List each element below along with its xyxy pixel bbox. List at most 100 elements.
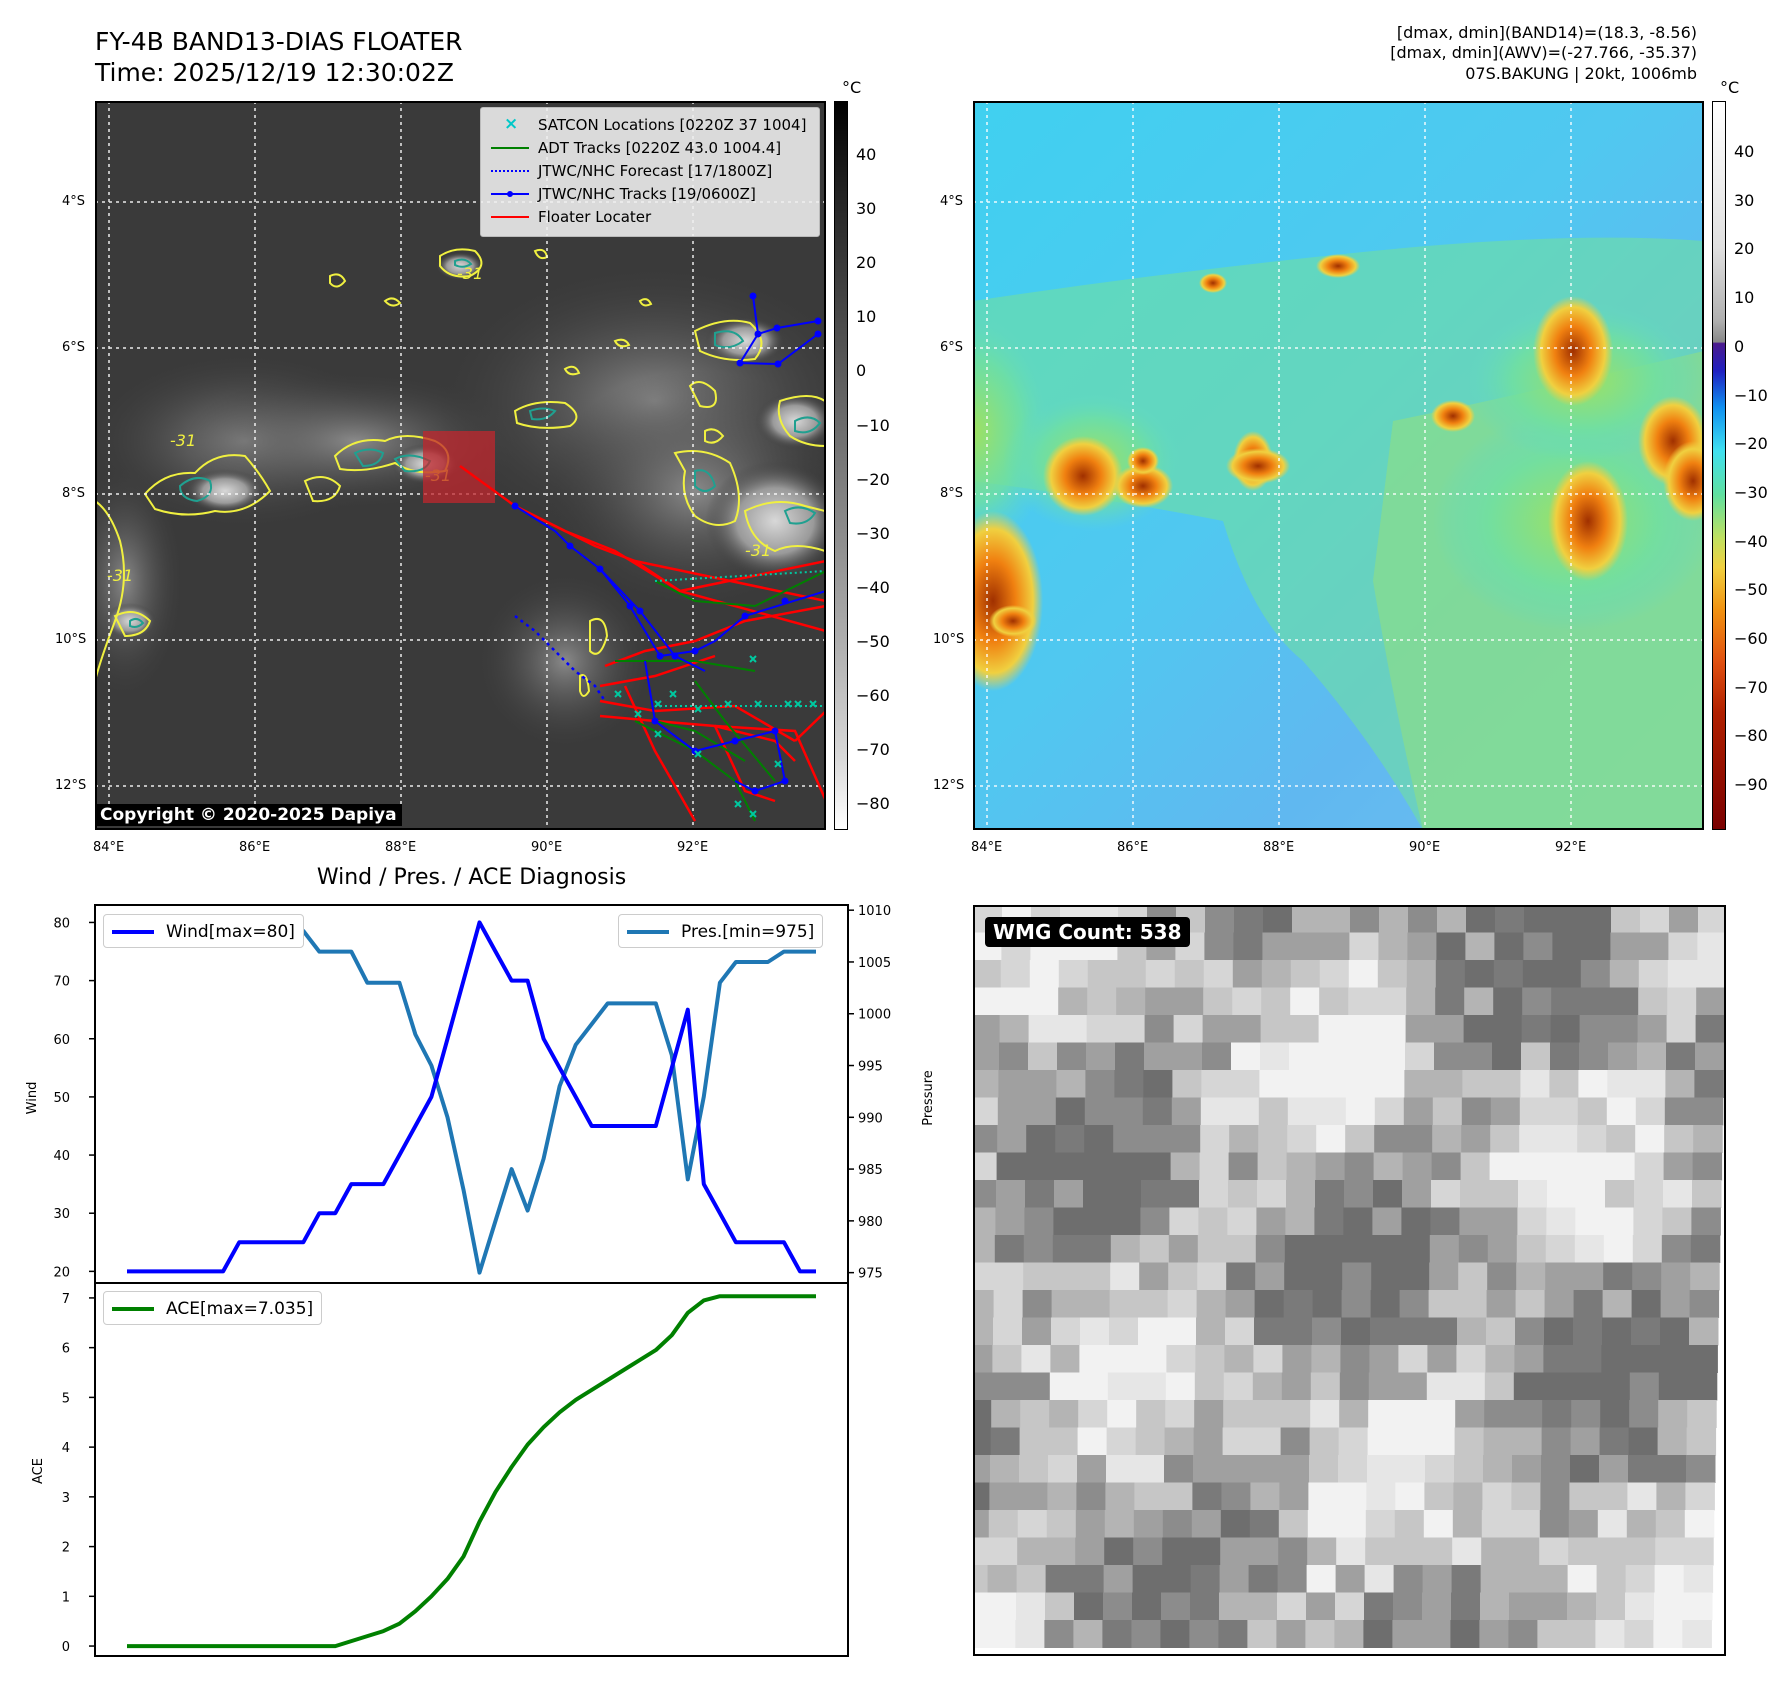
- wmg-cell: [973, 960, 1002, 988]
- wmg-cell: [1517, 1207, 1547, 1236]
- wmg-cell: [1112, 1152, 1143, 1181]
- wmg-cell: [1139, 1235, 1170, 1263]
- wmg-cell: [1052, 1262, 1082, 1291]
- colorbar-tick-label: −30: [1734, 482, 1768, 502]
- wmg-cell: [973, 1042, 1000, 1071]
- wmg-cell: [1423, 1510, 1454, 1538]
- wmg-cell: [1484, 1372, 1515, 1401]
- wmg-cell: [1574, 1262, 1604, 1291]
- contour-label: -31: [745, 541, 771, 560]
- wmg-cell: [1145, 960, 1176, 988]
- ace-line: [127, 1294, 816, 1649]
- wmg-cell: [1231, 1042, 1261, 1071]
- wmg-cell: [1339, 1400, 1369, 1428]
- wmg-cell: [1608, 1015, 1639, 1043]
- wmg-cell: [1485, 1345, 1515, 1373]
- wmg-cell: [1047, 1482, 1077, 1511]
- wmg-cell: [1553, 905, 1583, 933]
- wmg-cell: [1259, 1070, 1289, 1098]
- wmg-cell: [1056, 1070, 1086, 1098]
- wind-axis-label: Wind: [25, 1082, 40, 1115]
- wmg-cell: [1542, 1372, 1573, 1401]
- wmg-cell: [1200, 1125, 1230, 1153]
- wmg-cell: [1398, 1345, 1428, 1373]
- wind-legend: Wind[max=80]: [103, 914, 304, 948]
- wmg-cell: [1523, 932, 1553, 961]
- wmg-cell: [973, 1262, 995, 1291]
- wmg-cell: [1654, 1592, 1684, 1621]
- wmg-cell: [1490, 1125, 1520, 1153]
- lat-tick-label: 8°S: [62, 486, 86, 501]
- diagnosis-title: Wind / Pres. / ACE Diagnosis: [316, 865, 627, 890]
- wmg-cell: [1018, 1482, 1048, 1511]
- wmg-cell: [1017, 1510, 1048, 1538]
- lat-tick-label: 4°S: [940, 194, 964, 209]
- wmg-cell: [1132, 1565, 1163, 1593]
- wmg-cell: [1348, 987, 1378, 1016]
- wmg-cell: [1566, 1620, 1596, 1648]
- wmg-cell: [1260, 1042, 1290, 1071]
- wmg-cell: [1145, 987, 1175, 1016]
- wmg-cell: [1664, 1097, 1695, 1126]
- wmg-cell: [1337, 1482, 1367, 1511]
- wmg-cell: [1140, 1207, 1170, 1236]
- colorbar-tick-label: 10: [1734, 288, 1755, 308]
- wmg-cell: [1103, 1592, 1133, 1621]
- wmg-cell: [1257, 1180, 1287, 1208]
- wmg-cell: [1452, 1537, 1482, 1566]
- wmg-cell: [1028, 1042, 1058, 1071]
- wmg-count-badge: WMG Count: 538: [985, 917, 1190, 947]
- wmg-cell: [1255, 1235, 1286, 1263]
- wmg-cell: [1371, 1262, 1401, 1291]
- wmg-cell: [1425, 1427, 1456, 1456]
- wmg-cell: [1078, 1372, 1109, 1401]
- wmg-cell: [1113, 1097, 1144, 1126]
- wmg-cell: [1571, 1400, 1601, 1428]
- wmg-cell: [1219, 1565, 1250, 1593]
- wmg-cell: [1052, 1235, 1083, 1263]
- y-tick-label: 1: [62, 1590, 70, 1605]
- wmg-cell: [1401, 1207, 1431, 1236]
- wmg-cell: [1379, 905, 1409, 933]
- wmg-cell: [1339, 1372, 1370, 1401]
- lat-tick-label: 4°S: [62, 194, 86, 209]
- wmg-cell: [1255, 1262, 1285, 1291]
- wmg-cell: [1168, 1262, 1198, 1291]
- wmg-cell: [1167, 1317, 1197, 1346]
- wmg-cell: [1198, 1207, 1228, 1236]
- wmg-cell: [1226, 1262, 1256, 1291]
- wmg-cell: [1682, 1620, 1712, 1648]
- wmg-cell: [973, 1620, 987, 1648]
- wmg-cell: [1639, 932, 1669, 961]
- wmg-cell: [1602, 1317, 1632, 1346]
- y-tick-label: 3: [62, 1491, 70, 1506]
- wmg-cell: [1694, 1070, 1724, 1098]
- wmg-cell: [1689, 1290, 1720, 1318]
- wmg-cell: [1377, 960, 1408, 988]
- wmg-cell: [1277, 1592, 1307, 1621]
- wmg-cell: [1262, 932, 1292, 961]
- wmg-cell: [1280, 1455, 1310, 1483]
- lat-tick-label: 6°S: [940, 340, 964, 355]
- wmg-cell: [1138, 1290, 1169, 1318]
- awv-map-frame: [973, 101, 1704, 830]
- wmg-cell: [973, 1592, 988, 1621]
- wmg-cell: [973, 1290, 995, 1318]
- wmg-cell: [1083, 1152, 1114, 1181]
- wmg-cell: [1480, 1565, 1511, 1593]
- wmg-cell: [1576, 1152, 1607, 1181]
- wmg-cell: [1134, 1482, 1164, 1511]
- wmg-cell: [1539, 1537, 1569, 1566]
- wmg-cell: [1450, 1620, 1480, 1648]
- wmg-cell: [1397, 1372, 1428, 1401]
- wmg-cell: [1373, 1180, 1403, 1208]
- wmg-cell: [1166, 1345, 1196, 1373]
- wmg-cell: [1668, 932, 1698, 961]
- wmg-cell: [1437, 905, 1467, 933]
- wmg-cell: [1514, 1345, 1544, 1373]
- wmg-cell: [1190, 1565, 1221, 1593]
- wmg-cell: [1431, 1152, 1462, 1181]
- wmg-cell: [1205, 905, 1235, 933]
- wmg-cell: [1281, 1400, 1311, 1428]
- wmg-cell: [1107, 1372, 1138, 1401]
